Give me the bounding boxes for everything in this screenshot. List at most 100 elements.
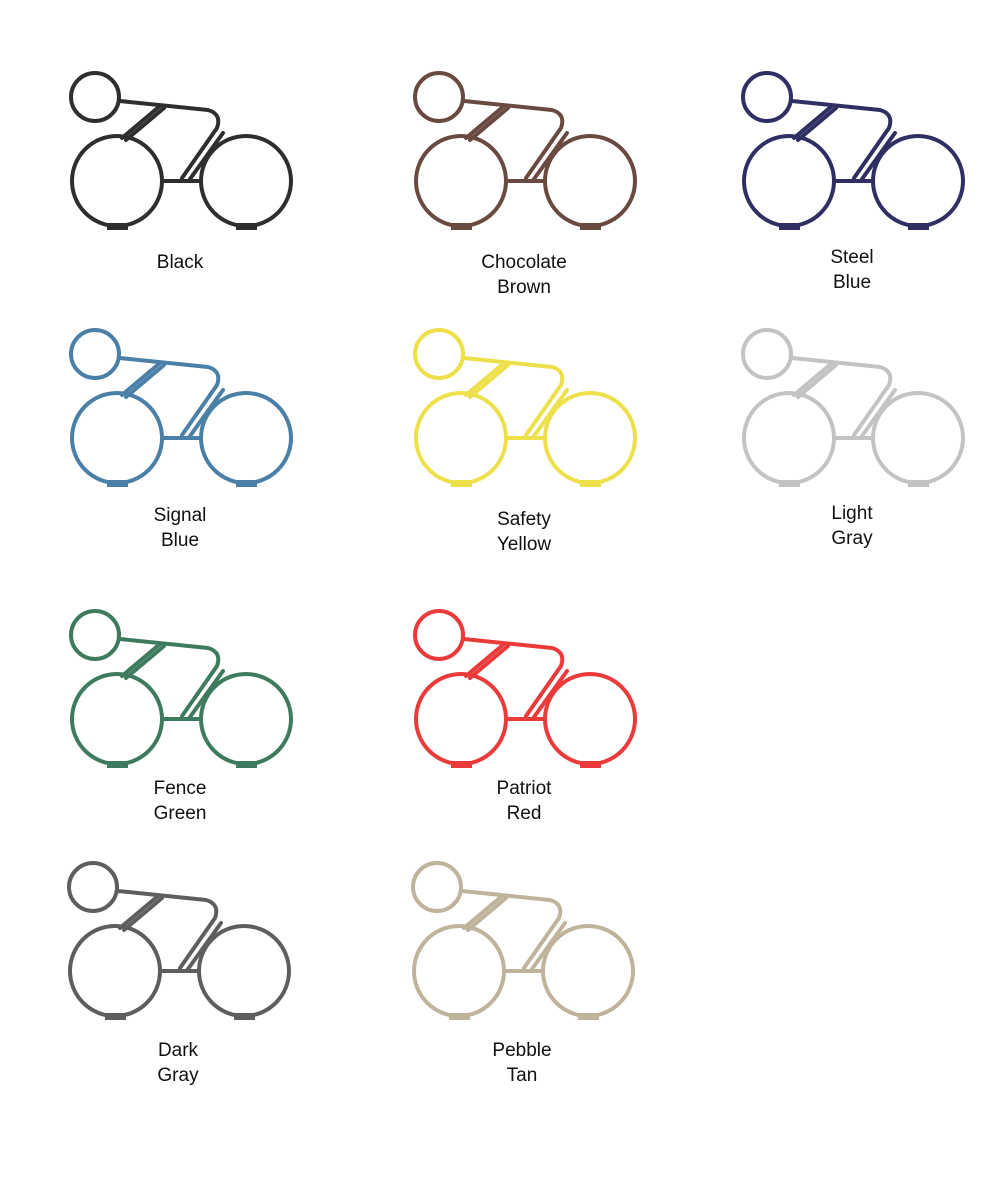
front-wheel bbox=[70, 134, 164, 228]
right-foot bbox=[580, 223, 601, 230]
head-loop bbox=[411, 861, 463, 913]
seat-rail-inner bbox=[796, 106, 838, 142]
seat-rail bbox=[462, 894, 504, 930]
rear-wheel bbox=[199, 672, 293, 766]
seat-rail bbox=[792, 361, 834, 397]
front-wheel bbox=[70, 672, 164, 766]
top-rail bbox=[462, 356, 565, 437]
right-foot bbox=[908, 223, 929, 230]
head-loop bbox=[413, 609, 465, 661]
seat-rail-inner bbox=[466, 896, 508, 932]
head-loop bbox=[413, 328, 465, 380]
seat-rail bbox=[120, 642, 162, 678]
top-rail bbox=[460, 889, 563, 970]
front-wheel bbox=[412, 924, 506, 1018]
left-foot bbox=[451, 480, 472, 487]
seat-rail bbox=[120, 104, 162, 140]
swatch-light-gray: Light Gray bbox=[732, 325, 972, 575]
right-foot bbox=[236, 761, 257, 768]
right-foot bbox=[908, 480, 929, 487]
bike-rack-icon bbox=[741, 71, 965, 230]
left-foot bbox=[105, 1013, 126, 1020]
swatch-chocolate-brown: Chocolate Brown bbox=[404, 68, 644, 318]
front-wheel bbox=[742, 391, 836, 485]
left-foot bbox=[449, 1013, 470, 1020]
swatch-patriot-red: Patriot Red bbox=[404, 606, 644, 856]
front-wheel bbox=[70, 391, 164, 485]
rear-wheel bbox=[199, 391, 293, 485]
head-loop bbox=[67, 861, 119, 913]
top-rail bbox=[118, 356, 221, 437]
rack-outline bbox=[413, 328, 637, 485]
swatch-steel-blue: Steel Blue bbox=[732, 68, 972, 318]
head-loop bbox=[741, 71, 793, 123]
right-foot bbox=[580, 480, 601, 487]
front-wheel bbox=[414, 391, 508, 485]
bike-rack-icon bbox=[741, 328, 965, 487]
seat-rail bbox=[464, 642, 506, 678]
rear-wheel bbox=[543, 672, 637, 766]
swatch-pebble-tan: Pebble Tan bbox=[402, 858, 642, 1108]
rack-outline bbox=[69, 328, 293, 485]
color-label: Safety Yellow bbox=[496, 509, 552, 555]
seat-rail bbox=[464, 104, 506, 140]
swatch-dark-gray: Dark Gray bbox=[58, 858, 298, 1108]
seat-rail-inner bbox=[468, 363, 510, 399]
left-foot bbox=[451, 761, 472, 768]
rear-wheel bbox=[541, 924, 635, 1018]
head-loop bbox=[741, 328, 793, 380]
rack-outline bbox=[741, 71, 965, 228]
color-label: Light Gray bbox=[831, 503, 873, 549]
seat-rail bbox=[464, 361, 506, 397]
rear-wheel bbox=[543, 134, 637, 228]
left-foot bbox=[107, 761, 128, 768]
color-label: Fence Green bbox=[153, 778, 207, 824]
rack-outline bbox=[69, 71, 293, 228]
front-wheel bbox=[414, 672, 508, 766]
bike-rack-icon bbox=[67, 861, 291, 1020]
top-rail bbox=[790, 356, 893, 437]
right-foot bbox=[234, 1013, 255, 1020]
rack-outline bbox=[413, 71, 637, 228]
left-foot bbox=[107, 223, 128, 230]
top-rail bbox=[116, 889, 219, 970]
head-loop bbox=[69, 328, 121, 380]
seat-rail-inner bbox=[796, 363, 838, 399]
seat-rail bbox=[792, 104, 834, 140]
bike-rack-icon bbox=[69, 609, 293, 768]
head-loop bbox=[69, 609, 121, 661]
bike-rack-icon bbox=[413, 71, 637, 230]
bike-rack-icon bbox=[411, 861, 635, 1020]
top-rail bbox=[118, 99, 221, 180]
right-foot bbox=[236, 480, 257, 487]
rack-outline bbox=[413, 609, 637, 766]
top-rail bbox=[790, 99, 893, 180]
rear-wheel bbox=[199, 134, 293, 228]
seat-rail-inner bbox=[124, 363, 166, 399]
color-label: Patriot Red bbox=[496, 778, 552, 824]
seat-rail-inner bbox=[124, 106, 166, 142]
top-rail bbox=[462, 637, 565, 718]
color-label: Black bbox=[156, 252, 204, 273]
rear-wheel bbox=[871, 391, 965, 485]
bike-rack-icon bbox=[69, 71, 293, 230]
bike-rack-icon bbox=[413, 609, 637, 768]
seat-rail bbox=[120, 361, 162, 397]
swatch-fence-green: Fence Green bbox=[60, 606, 300, 856]
front-wheel bbox=[68, 924, 162, 1018]
top-rail bbox=[118, 637, 221, 718]
left-foot bbox=[779, 480, 800, 487]
swatch-signal-blue: Signal Blue bbox=[60, 325, 300, 575]
front-wheel bbox=[742, 134, 836, 228]
rear-wheel bbox=[197, 924, 291, 1018]
left-foot bbox=[451, 223, 472, 230]
seat-rail-inner bbox=[124, 644, 166, 680]
seat-rail-inner bbox=[468, 106, 510, 142]
swatch-safety-yellow: Safety Yellow bbox=[404, 325, 644, 575]
front-wheel bbox=[414, 134, 508, 228]
color-label: Chocolate Brown bbox=[481, 252, 567, 298]
rack-outline bbox=[67, 861, 291, 1018]
rack-outline bbox=[741, 328, 965, 485]
rack-outline bbox=[69, 609, 293, 766]
head-loop bbox=[413, 71, 465, 123]
